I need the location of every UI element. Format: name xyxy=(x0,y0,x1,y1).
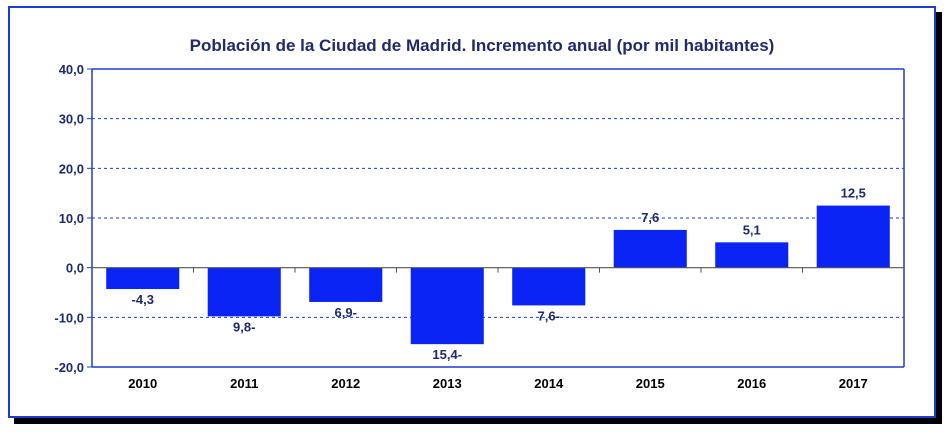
data-label-2013: 15,4- xyxy=(432,347,462,362)
y-tick-label: 10,0 xyxy=(59,211,84,226)
bar-2017 xyxy=(816,205,890,268)
bars xyxy=(106,205,890,345)
x-tick-labels: 2010 2011 2012 2013 2014 2015 2016 2017 xyxy=(128,376,867,391)
x-tick-label: 2010 xyxy=(128,376,157,391)
bar-2012 xyxy=(309,267,383,302)
data-label-2016: 5,1 xyxy=(743,222,761,237)
x-tick-label: 2014 xyxy=(534,376,564,391)
data-label-2011: 9,8- xyxy=(233,319,255,334)
data-label-2012: 6,9- xyxy=(335,305,357,320)
y-tick-label: 40,0 xyxy=(59,62,84,77)
bar-2011 xyxy=(207,267,281,317)
chart-frame xyxy=(8,6,936,418)
bar-2014 xyxy=(512,267,586,306)
bar-2010 xyxy=(106,267,180,290)
data-labels: -4,3 9,8- 6,9- 15,4- 7,6- 7,6 5,1 12,5 xyxy=(132,186,866,363)
x-tick-label: 2016 xyxy=(737,376,766,391)
chart-title: Población de la Ciudad de Madrid. Increm… xyxy=(190,36,775,55)
bar-2013 xyxy=(410,267,484,345)
x-tick-label: 2013 xyxy=(433,376,462,391)
x-tick-label: 2012 xyxy=(331,376,360,391)
x-tick-label: 2015 xyxy=(636,376,665,391)
data-label-2017: 12,5 xyxy=(841,186,866,201)
x-tick-label: 2017 xyxy=(839,376,868,391)
bar-2016 xyxy=(715,242,789,268)
y-tick-label: -10,0 xyxy=(54,310,84,325)
data-label-2015: 7,6 xyxy=(641,210,659,225)
x-tick-label: 2011 xyxy=(230,376,258,391)
y-tick-label: 30,0 xyxy=(59,112,84,127)
y-tick-label: 0,0 xyxy=(66,261,84,276)
y-tick-label: 20,0 xyxy=(59,161,84,176)
bar-2015 xyxy=(613,229,687,268)
y-tick-labels: 40,0 30,0 20,0 10,0 0,0 -10,0 -20,0 xyxy=(54,62,84,375)
data-label-2010: -4,3 xyxy=(132,292,154,307)
y-tick-label: -20,0 xyxy=(54,360,84,375)
data-label-2014: 7,6- xyxy=(538,308,560,323)
axes xyxy=(87,68,905,368)
